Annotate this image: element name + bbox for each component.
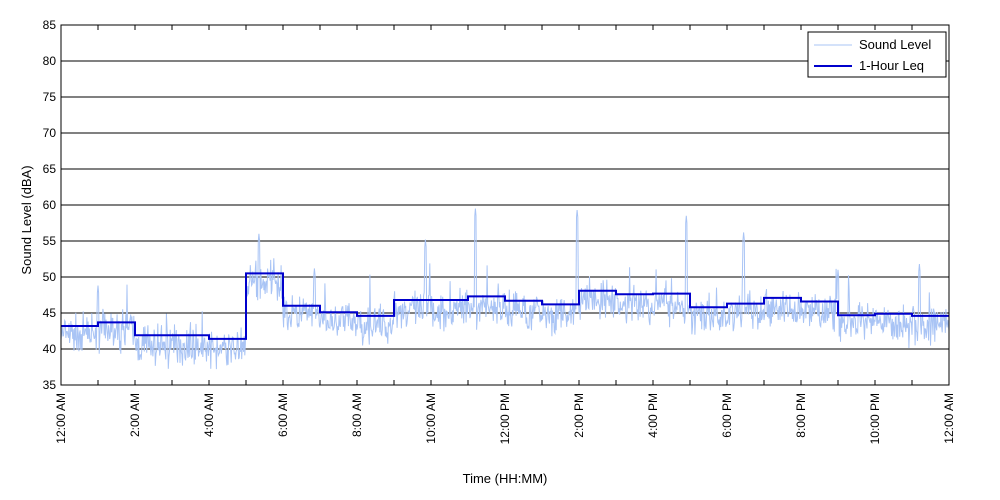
grid-lines — [61, 60, 949, 350]
legend-label-1-hour-leq: 1-Hour Leq — [859, 58, 924, 73]
y-tick-label: 50 — [43, 270, 57, 284]
y-tick-label: 60 — [43, 198, 57, 212]
x-tick-label: 12:00 PM — [498, 393, 512, 444]
x-tick-label: 4:00 AM — [202, 393, 216, 437]
legend-box — [807, 31, 947, 78]
y-tick-label: 40 — [43, 342, 57, 356]
y-tick-label: 75 — [43, 90, 57, 104]
legend: Sound Level 1-Hour Leq — [807, 31, 947, 78]
x-axis-title: Time (HH:MM) — [463, 471, 548, 486]
x-tick-label: 10:00 PM — [868, 393, 882, 444]
x-tick-label: 2:00 PM — [572, 393, 586, 438]
y-axis-ticks: 35 40 45 50 55 60 65 70 75 80 85 — [43, 18, 949, 392]
x-tick-label: 4:00 PM — [646, 393, 660, 438]
series-sound-level-line — [60, 208, 950, 370]
series-1-hour-leq-line — [61, 272, 949, 340]
y-tick-label: 65 — [43, 162, 57, 176]
y-tick-label: 85 — [43, 18, 57, 32]
y-tick-label: 35 — [43, 378, 57, 392]
series-layer — [60, 208, 950, 370]
y-tick-label: 70 — [43, 126, 57, 140]
x-tick-label: 10:00 AM — [424, 393, 438, 444]
x-axis-ticks: 12:00 AM 2:00 AM 4:00 AM 6:00 AM 8:00 AM 10:0… — [54, 25, 956, 444]
x-tick-label: 6:00 AM — [276, 393, 290, 437]
y-axis-title: Sound Level (dBA) — [19, 165, 34, 274]
x-tick-label: 2:00 AM — [128, 393, 142, 437]
y-tick-label: 45 — [43, 306, 57, 320]
x-tick-label: 12:00 AM — [54, 393, 68, 444]
legend-label-sound-level: Sound Level — [859, 37, 931, 52]
x-tick-label: 8:00 AM — [350, 393, 364, 437]
x-tick-label: 8:00 PM — [794, 393, 808, 438]
y-tick-label: 80 — [43, 54, 57, 68]
x-tick-label: 12:00 AM — [942, 393, 956, 444]
x-tick-label: 6:00 PM — [720, 393, 734, 438]
plot-area-frame — [60, 24, 950, 386]
y-tick-label: 55 — [43, 234, 57, 248]
